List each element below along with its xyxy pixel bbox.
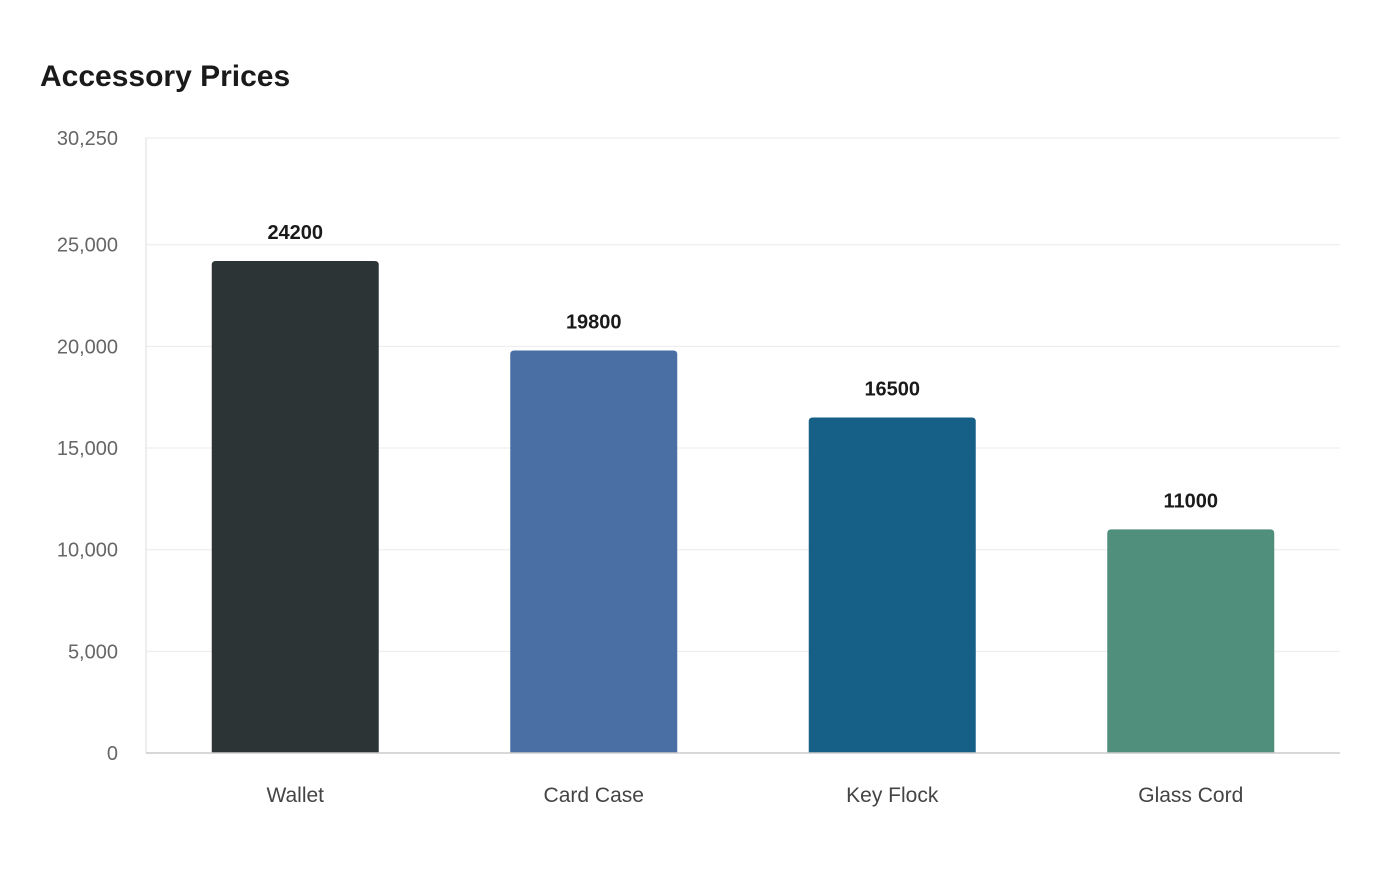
data-label: 16500 xyxy=(864,379,920,401)
bar-wallet xyxy=(211,261,379,753)
bar-key-flock xyxy=(808,417,976,753)
data-label: 24200 xyxy=(267,222,323,244)
data-label: 19800 xyxy=(566,311,622,333)
y-tick-label: 20,000 xyxy=(57,336,118,358)
x-tick-label: Glass Cord xyxy=(1138,784,1243,807)
y-tick-label: 30,250 xyxy=(57,128,118,150)
bar-card-case xyxy=(510,350,678,753)
y-tick-label: 25,000 xyxy=(57,235,118,257)
bar-glass-cord xyxy=(1107,529,1275,753)
x-tick-label: Card Case xyxy=(544,784,644,807)
data-label: 11000 xyxy=(1163,490,1218,512)
x-tick-label: Wallet xyxy=(266,784,324,807)
chart-title: Accessory Prices xyxy=(40,60,291,93)
y-tick-label: 5,000 xyxy=(68,641,118,663)
x-tick-label: Key Flock xyxy=(846,784,939,807)
y-tick-label: 15,000 xyxy=(57,438,118,460)
y-tick-label: 0 xyxy=(107,743,118,765)
y-tick-label: 10,000 xyxy=(57,540,118,562)
